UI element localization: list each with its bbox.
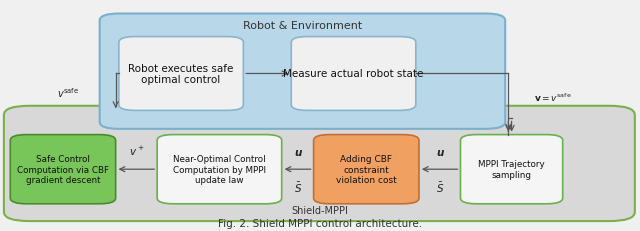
Text: $v^\mathsf{safe}$: $v^\mathsf{safe}$: [57, 86, 79, 99]
Text: Shield-MPPI: Shield-MPPI: [291, 205, 348, 215]
Text: MPPI Trajectory
sampling: MPPI Trajectory sampling: [478, 160, 545, 179]
FancyBboxPatch shape: [157, 135, 282, 204]
Text: Near-Optimal Control
Computation by MPPI
update law: Near-Optimal Control Computation by MPPI…: [173, 155, 266, 184]
Text: u: u: [294, 147, 301, 157]
FancyBboxPatch shape: [119, 37, 243, 111]
Text: $\mathbf{v} = v^\mathsf{safe}$: $\mathbf{v} = v^\mathsf{safe}$: [534, 91, 572, 103]
FancyBboxPatch shape: [100, 15, 505, 129]
FancyBboxPatch shape: [4, 106, 635, 221]
FancyBboxPatch shape: [461, 135, 563, 204]
Text: $\bar{S}$: $\bar{S}$: [436, 180, 444, 194]
Text: Robot executes safe
optimal control: Robot executes safe optimal control: [129, 64, 234, 85]
FancyBboxPatch shape: [291, 37, 416, 111]
Text: Adding CBF
constraint
violation cost: Adding CBF constraint violation cost: [336, 155, 397, 184]
FancyBboxPatch shape: [10, 135, 116, 204]
Text: Robot & Environment: Robot & Environment: [243, 21, 362, 31]
FancyBboxPatch shape: [314, 135, 419, 204]
Text: Safe Control
Computation via CBF
gradient descent: Safe Control Computation via CBF gradien…: [17, 155, 109, 184]
Text: $v^+$: $v^+$: [129, 144, 144, 157]
Text: u: u: [436, 147, 444, 157]
Text: Fig. 2. Shield MPPI control architecture.: Fig. 2. Shield MPPI control architecture…: [218, 218, 422, 228]
Text: $\bar{S}$: $\bar{S}$: [294, 180, 302, 194]
Text: Measure actual robot state: Measure actual robot state: [284, 69, 424, 79]
